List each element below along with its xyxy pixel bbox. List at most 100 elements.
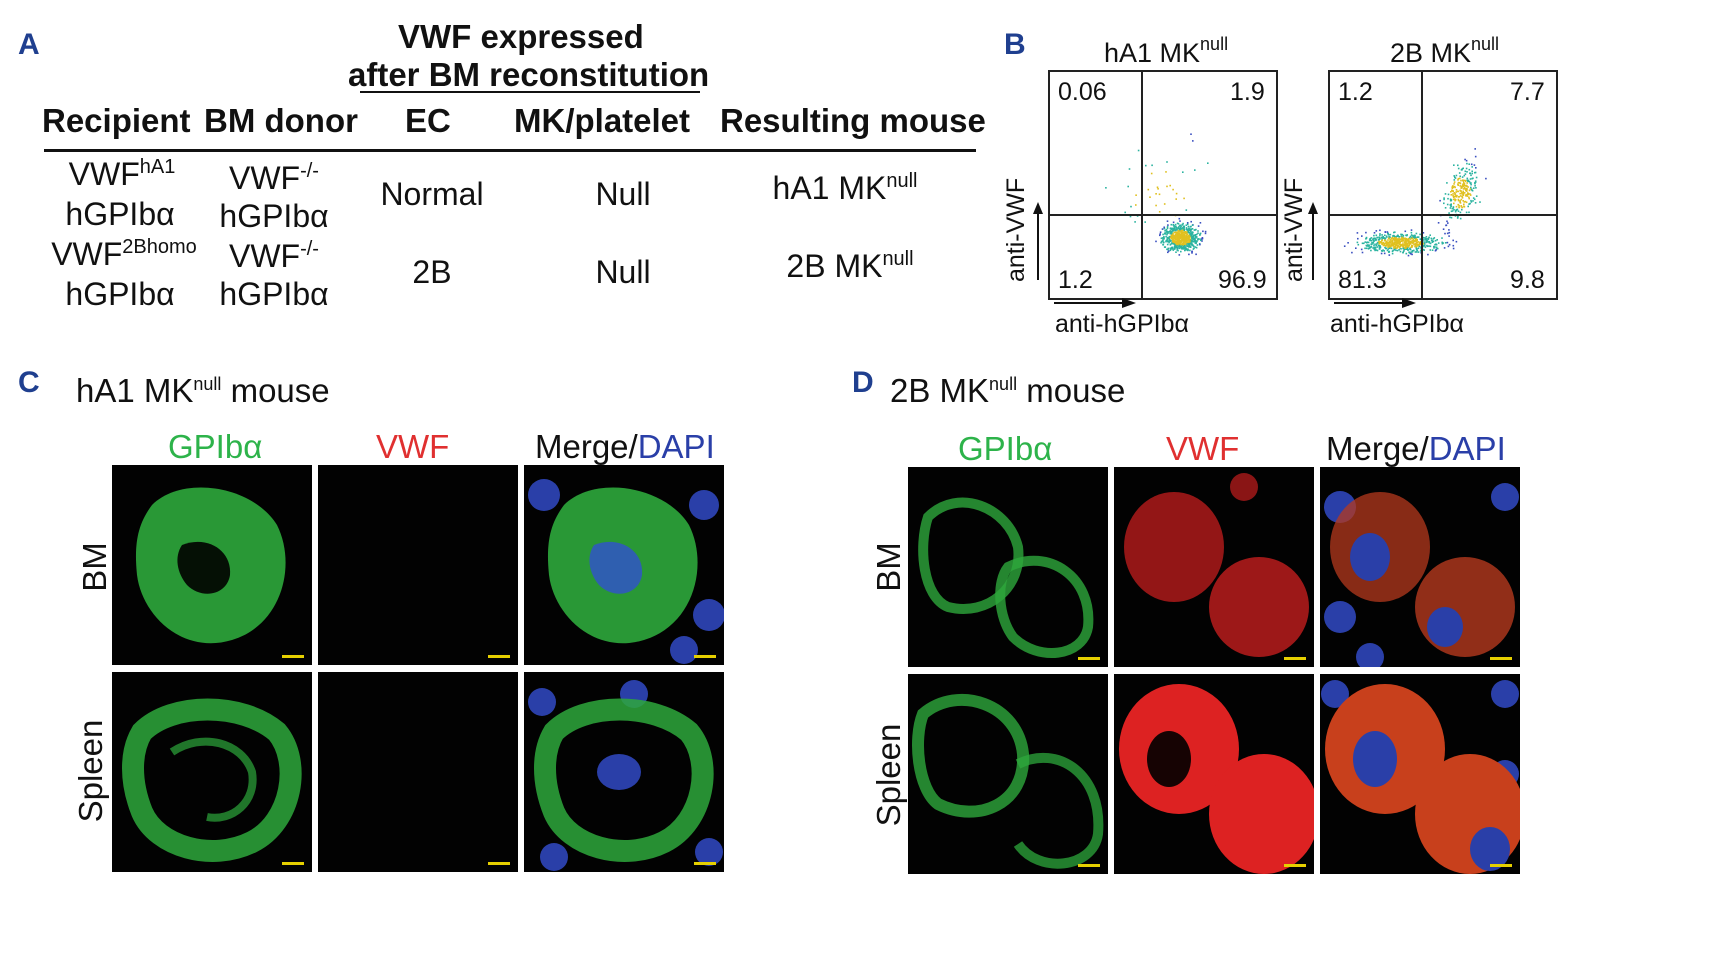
flow-event-dot: [1170, 239, 1172, 242]
flow-event-dot: [1458, 172, 1461, 174]
section-d-title: 2B MKnull mouse: [890, 372, 1126, 409]
flow-event-dot: [1463, 201, 1466, 203]
flow-event-dot: [1166, 238, 1168, 241]
flow2-quadrant-ur: 7.7: [1510, 78, 1545, 106]
flow-event-dot: [1407, 246, 1409, 248]
flow-event-dot: [1173, 247, 1176, 249]
flow-event-dot: [1409, 235, 1412, 238]
flow-event-dot: [1475, 195, 1478, 197]
flow-event-dot: [1404, 241, 1406, 244]
flow-event-dot: [1464, 180, 1467, 183]
flow-event-dot: [1169, 237, 1172, 239]
flow-event-dot: [1461, 195, 1463, 198]
flow-event-dot: [1458, 195, 1461, 198]
flow-event-dot: [1456, 190, 1459, 193]
flow-event-dot: [1188, 244, 1191, 246]
flow-event-dot: [1369, 239, 1372, 242]
flow-event-dot: [1200, 239, 1202, 242]
flow-event-dot: [1463, 179, 1465, 182]
flow-event-dot: [1412, 238, 1415, 241]
flow-event-dot: [1468, 203, 1470, 205]
row1-donor: VWF-/-: [229, 160, 319, 196]
flow-event-dot: [1452, 196, 1455, 199]
flow-event-dot: [1471, 189, 1474, 192]
flow-event-dot: [1392, 249, 1394, 252]
flow-event-dot: [1429, 242, 1432, 245]
flow-event-dot: [1409, 247, 1411, 249]
flow-event-dot: [1373, 238, 1376, 240]
flow-event-dot: [1384, 242, 1386, 245]
flow-event-dot: [1462, 185, 1465, 188]
flow-event-dot: [1170, 234, 1173, 237]
flow-event-dot: [1379, 246, 1382, 249]
flow-event-dot: [1407, 242, 1410, 244]
flow-event-dot: [1396, 249, 1399, 252]
flow-event-dot: [1368, 247, 1371, 249]
flow-event-dot: [1416, 236, 1419, 238]
flow-event-dot: [1419, 243, 1422, 245]
flow-event-dot: [1469, 182, 1472, 184]
flow-event-dot: [1468, 197, 1470, 200]
flow-event-dot: [1453, 192, 1456, 194]
flow-event-dot: [1185, 228, 1188, 230]
flow-event-dot: [1147, 188, 1150, 191]
flow-event-dot: [1406, 234, 1408, 236]
flow-event-dot: [1413, 239, 1415, 242]
flow-event-dot: [1191, 231, 1194, 233]
flow-event-dot: [1166, 161, 1168, 163]
flow-event-dot: [1463, 203, 1465, 206]
flow-event-dot: [1193, 240, 1196, 242]
flow-event-dot: [1160, 240, 1163, 243]
flow-event-dot: [1434, 246, 1436, 248]
flow-event-dot: [1424, 244, 1426, 246]
flow-event-dot: [1417, 247, 1420, 250]
flow-event-dot: [1347, 242, 1349, 244]
flow-event-dot: [1169, 227, 1172, 230]
flow-event-dot: [1426, 244, 1428, 247]
flow-event-dot: [1379, 233, 1381, 235]
flow-event-dot: [1455, 196, 1458, 198]
flow-event-dot: [1191, 228, 1194, 230]
header-ec: EC: [405, 102, 451, 139]
flow-event-dot: [1380, 249, 1383, 252]
flow-event-dot: [1162, 239, 1164, 242]
flow-event-dot: [1184, 233, 1186, 235]
flow-event-dot: [1182, 248, 1185, 250]
flow-event-dot: [1180, 225, 1182, 227]
table-group-header-line1: VWF expressed: [398, 18, 644, 55]
row1-ec: Normal: [380, 176, 484, 212]
flow-event-dot: [1199, 238, 1201, 240]
c-bm-vwf-image: [318, 465, 518, 665]
flow-event-dot: [1150, 172, 1153, 175]
flow-event-dot: [1165, 231, 1168, 233]
flow-event-dot: [1461, 208, 1463, 211]
flow-event-dot: [1165, 239, 1168, 242]
header-recipient: Recipient: [42, 102, 191, 139]
flow-event-dot: [1168, 235, 1171, 238]
flow-event-dot: [1196, 236, 1198, 238]
flow-event-dot: [1388, 245, 1390, 247]
flow-event-dot: [1374, 248, 1377, 251]
flow-event-dot: [1431, 241, 1434, 243]
flow-event-dot: [1374, 243, 1376, 246]
flow-event-dot: [1463, 184, 1465, 186]
flow-event-dot: [1456, 217, 1459, 219]
flow-event-dot: [1193, 245, 1195, 248]
flow-event-dot: [1372, 247, 1374, 249]
flow-event-dot: [1398, 249, 1400, 251]
flow-event-dot: [1391, 239, 1394, 242]
flow-event-dot: [1435, 247, 1438, 249]
flow1-quadrant-lr: 96.9: [1218, 266, 1267, 294]
flow-event-dot: [1372, 243, 1374, 245]
flow2-axis-arrows: [1308, 202, 1318, 280]
flow-event-dot: [1456, 208, 1459, 211]
flow-event-dot: [1414, 245, 1416, 248]
row1-mk: Null: [595, 176, 651, 212]
flow-event-dot: [1397, 239, 1399, 242]
flow-event-dot: [1459, 177, 1461, 180]
flow-event-dot: [1385, 247, 1387, 250]
flow-event-dot: [1413, 243, 1415, 246]
flow-event-dot: [1465, 159, 1468, 162]
flow-event-dot: [1467, 179, 1470, 182]
flow-event-dot: [1428, 242, 1431, 244]
